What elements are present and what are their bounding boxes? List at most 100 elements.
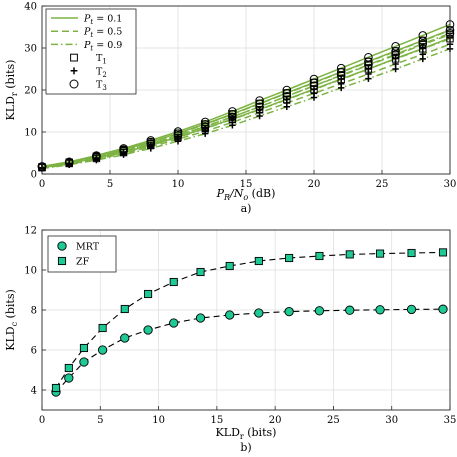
panel-b-data-marker	[254, 308, 264, 318]
panel-b-data-marker	[315, 251, 324, 261]
panel-a-data-marker	[418, 36, 428, 46]
panel-a-ytick-label: 0	[31, 170, 37, 181]
panel-b-data-marker	[375, 305, 385, 315]
panel-b-data-marker	[144, 289, 153, 299]
panel-a-legend-box	[45, 8, 137, 95]
panel-b-xtick-label: 20	[269, 415, 282, 426]
panel-b-data-marker	[120, 333, 130, 343]
panel-a-data-marker	[419, 45, 427, 53]
panel-a-xtick-label: 30	[444, 179, 457, 190]
panel-b-ytick-label: 6	[31, 346, 37, 357]
panel-b-data-marker	[120, 304, 129, 314]
panel-a-data-marker	[336, 71, 346, 80]
panel-a-series-line	[41, 38, 451, 169]
panel-a-legend-marker	[70, 67, 78, 75]
panel-a-legend-label: T2	[96, 66, 107, 79]
panel-b-markers	[51, 248, 448, 397]
panel-b-legend-label: ZF	[76, 257, 90, 268]
panel-b-data-marker	[438, 248, 448, 257]
panel-a-legend-marker	[70, 53, 78, 62]
panel-b-ytick-label: 10	[24, 266, 37, 277]
panel-b-data-marker	[438, 304, 448, 314]
panel-a-xtick-label: 20	[308, 179, 321, 190]
panel-a-data-marker	[338, 84, 345, 92]
panel-b-data-marker	[97, 345, 108, 355]
panel-b-legend-marker	[57, 241, 67, 251]
panel-a-ytick-label: 30	[24, 44, 37, 55]
panel-b-data-marker	[79, 343, 89, 353]
panel-b-data-marker	[345, 250, 354, 259]
panel-a-data-marker	[392, 65, 399, 73]
panel-b-data-marker	[284, 306, 294, 317]
panel-a-data-marker	[228, 110, 237, 119]
panel-a-data-marker	[418, 39, 428, 49]
panel-a-data-marker	[419, 55, 426, 63]
panel-a-data-marker	[93, 156, 100, 164]
panel-a-legend-marker	[69, 79, 79, 89]
panel-a-data-marker	[229, 122, 236, 129]
panel-b-ylabel: KLDc (bits)	[4, 289, 19, 351]
panel-a-ytick-label: 40	[24, 2, 37, 13]
panel-b-xtick-label: 0	[39, 415, 45, 426]
panel-b-data-marker	[143, 325, 153, 335]
panel-a-data-marker	[283, 103, 290, 110]
panel-b-data-marker	[64, 373, 74, 383]
panel-b-data-marker	[345, 305, 355, 315]
panel-b-data-marker	[314, 306, 325, 316]
panel-a-data-marker	[364, 65, 373, 73]
panel-b-ytick-label: 4	[31, 386, 37, 397]
panel-a-data-marker	[418, 31, 428, 40]
panel-a-data-marker	[228, 112, 237, 122]
panel-b-data-marker	[196, 267, 205, 277]
panel-a-ticks: 0 5 10 15 20 25 30 0 10 20 30 40	[24, 2, 456, 191]
panel-b-data-marker	[376, 249, 385, 258]
panel-a-series-lines	[41, 23, 451, 170]
panel-a-ytick-label: 10	[24, 128, 37, 139]
panel-b-ytick-label: 8	[31, 306, 37, 317]
panel-b-data-marker	[285, 253, 294, 263]
panel-a-legend-label: Pt = 0.9	[83, 40, 122, 53]
panel-b-xtick-label: 10	[152, 415, 165, 426]
panel-b-data-marker	[195, 313, 206, 323]
panel-a-data-marker	[66, 161, 73, 168]
panel-a-data-marker	[419, 45, 426, 52]
panel-a-data-marker	[310, 94, 318, 101]
panel-a-data-marker	[202, 130, 209, 137]
panel-a-data-marker	[255, 102, 264, 112]
panel-a-data-marker	[310, 82, 318, 90]
panel-a-data-marker	[365, 75, 372, 82]
panel-a-series-line	[41, 29, 451, 168]
panel-a-data-marker	[391, 47, 400, 56]
panel-a-series-line	[41, 48, 451, 170]
panel-b-legend: MRT ZF	[47, 235, 117, 273]
panel-b-series-line	[55, 308, 444, 393]
panel-a-xtick-label: 25	[376, 179, 389, 190]
panel-a-xtick-label: 10	[172, 179, 185, 190]
panel-a-legend-label: Pt = 0.1	[83, 14, 122, 27]
panel-b-data-marker	[64, 363, 73, 373]
panel-b-ytick-label: 12	[24, 226, 37, 237]
panel-b-legend-box	[47, 235, 117, 273]
panel-a-label: a)	[241, 202, 252, 215]
panel-a-data-marker	[147, 145, 154, 152]
panel-b-xtick-label: 30	[385, 415, 398, 426]
panel-a-ytick-label: 20	[24, 86, 37, 97]
panel-a-data-marker	[283, 95, 291, 104]
panel-a-legend-label: T1	[96, 53, 107, 66]
panel-a-series-line	[41, 23, 451, 168]
panel-b-data-marker	[225, 310, 235, 320]
panel-b-legend-marker	[57, 256, 67, 266]
panel-a-data-marker	[255, 96, 264, 105]
panel-a-xtick-label: 0	[39, 179, 45, 190]
panel-b-xtick-label: 35	[444, 415, 457, 426]
panel-b-label: b)	[240, 441, 251, 454]
panel-a-data-marker	[256, 112, 263, 120]
panel-b-data-marker	[254, 256, 263, 266]
panel-b-data-marker	[79, 357, 89, 367]
panel-b-series-line	[55, 251, 444, 389]
panel-b-xtick-label: 15	[210, 415, 223, 426]
panel-a-xlabel: PR/No (dB)	[216, 187, 276, 202]
